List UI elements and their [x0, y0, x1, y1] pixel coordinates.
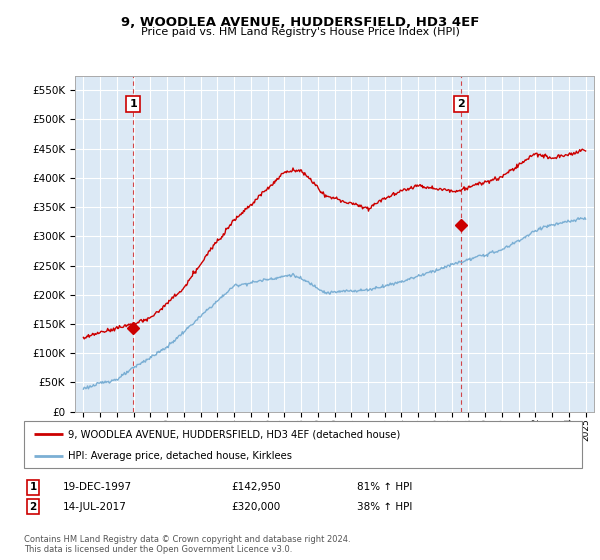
Text: 1: 1: [129, 99, 137, 109]
Text: 1: 1: [29, 482, 37, 492]
Text: 2: 2: [29, 502, 37, 512]
Text: 9, WOODLEA AVENUE, HUDDERSFIELD, HD3 4EF: 9, WOODLEA AVENUE, HUDDERSFIELD, HD3 4EF: [121, 16, 479, 29]
Text: 19-DEC-1997: 19-DEC-1997: [63, 482, 132, 492]
Text: Contains HM Land Registry data © Crown copyright and database right 2024.
This d: Contains HM Land Registry data © Crown c…: [24, 535, 350, 554]
Text: £142,950: £142,950: [231, 482, 281, 492]
Text: HPI: Average price, detached house, Kirklees: HPI: Average price, detached house, Kirk…: [68, 451, 292, 461]
Text: 81% ↑ HPI: 81% ↑ HPI: [357, 482, 412, 492]
Text: £320,000: £320,000: [231, 502, 280, 512]
Text: 2: 2: [457, 99, 464, 109]
Text: 38% ↑ HPI: 38% ↑ HPI: [357, 502, 412, 512]
Text: 9, WOODLEA AVENUE, HUDDERSFIELD, HD3 4EF (detached house): 9, WOODLEA AVENUE, HUDDERSFIELD, HD3 4EF…: [68, 429, 400, 439]
Text: 14-JUL-2017: 14-JUL-2017: [63, 502, 127, 512]
Text: Price paid vs. HM Land Registry's House Price Index (HPI): Price paid vs. HM Land Registry's House …: [140, 27, 460, 37]
